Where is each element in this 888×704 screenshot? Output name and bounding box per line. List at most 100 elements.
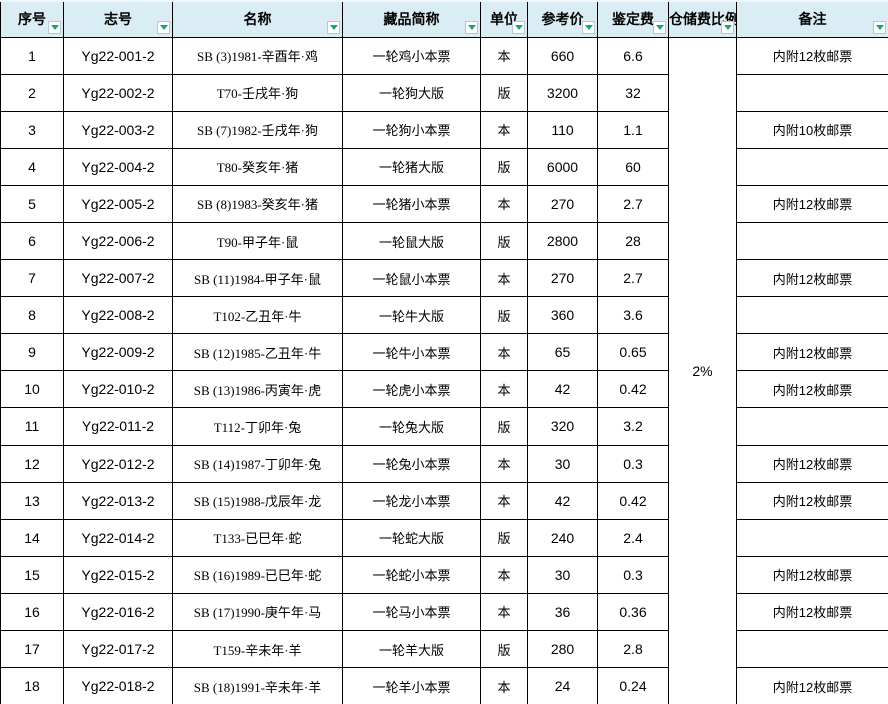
cell-unit[interactable]: 本 [480,110,528,149]
cell-price[interactable]: 30 [527,444,598,483]
cell-short-name[interactable]: 一轮虎小本票 [342,370,481,409]
cell-unit[interactable]: 版 [480,221,528,261]
cell-name[interactable]: T112-丁卯年·兔 [172,407,343,446]
cell-unit[interactable]: 本 [480,333,528,372]
cell-unit[interactable]: 本 [480,667,528,704]
cell-price[interactable]: 280 [527,629,598,669]
cell-short-name[interactable]: 一轮猪大版 [342,147,481,186]
cell-unit[interactable]: 本 [480,36,528,75]
cell-code[interactable]: Yg22-002-2 [63,73,173,112]
cell-short-name[interactable]: 一轮龙小本票 [342,481,481,520]
cell-no[interactable]: 3 [0,110,64,149]
cell-fee[interactable]: 0.3 [597,555,669,594]
cell-code[interactable]: Yg22-005-2 [63,184,173,223]
cell-price[interactable]: 360 [527,296,598,335]
cell-unit[interactable]: 版 [480,407,528,446]
cell-code[interactable]: Yg22-013-2 [63,481,173,520]
cell-price[interactable]: 65 [527,333,598,372]
cell-fee[interactable]: 0.3 [597,444,669,483]
cell-name[interactable]: SB (15)1988-戊辰年·龙 [172,481,343,520]
header-storage-fee[interactable]: 仓储费比例 [668,0,737,38]
cell-no[interactable]: 14 [0,518,64,557]
cell-name[interactable]: T80-癸亥年·猪 [172,147,343,186]
cell-fee[interactable]: 28 [597,221,669,261]
header-short-name[interactable]: 藏品简称 [342,0,481,38]
cell-price[interactable]: 270 [527,259,598,298]
filter-button-storage-fee[interactable] [721,20,734,34]
cell-no[interactable]: 8 [0,296,64,335]
cell-fee[interactable]: 0.36 [597,592,669,632]
cell-price[interactable]: 660 [527,36,598,75]
cell-short-name[interactable]: 一轮蛇小本票 [342,555,481,594]
cell-price[interactable]: 6000 [527,147,598,186]
cell-short-name[interactable]: 一轮鼠小本票 [342,259,481,298]
cell-name[interactable]: SB (14)1987-丁卯年·兔 [172,444,343,483]
cell-short-name[interactable]: 一轮狗小本票 [342,110,481,149]
filter-button-price[interactable] [582,20,595,34]
filter-button-unit[interactable] [512,20,525,34]
cell-name[interactable]: SB (3)1981-辛酉年·鸡 [172,36,343,75]
cell-name[interactable]: T90-甲子年·鼠 [172,221,343,261]
header-note[interactable]: 备注 [736,0,888,38]
cell-no[interactable]: 15 [0,555,64,594]
cell-note[interactable] [736,296,888,335]
header-price[interactable]: 参考价 [527,0,598,38]
cell-unit[interactable]: 版 [480,518,528,557]
cell-code[interactable]: Yg22-014-2 [63,518,173,557]
cell-unit[interactable]: 本 [480,184,528,223]
cell-fee[interactable]: 3.2 [597,407,669,446]
cell-note[interactable]: 内附12枚邮票 [736,555,888,594]
cell-unit[interactable]: 本 [480,444,528,483]
cell-name[interactable]: T133-已巳年·蛇 [172,518,343,557]
cell-note[interactable] [736,221,888,261]
cell-code[interactable]: Yg22-017-2 [63,629,173,669]
cell-code[interactable]: Yg22-010-2 [63,370,173,409]
cell-fee[interactable]: 1.1 [597,110,669,149]
cell-no[interactable]: 2 [0,73,64,112]
filter-button-name[interactable] [327,20,340,34]
header-fee[interactable]: 鉴定费 [597,0,669,38]
cell-no[interactable]: 10 [0,370,64,409]
cell-name[interactable]: SB (8)1983-癸亥年·猪 [172,184,343,223]
cell-no[interactable]: 1 [0,36,64,75]
cell-no[interactable]: 12 [0,444,64,483]
header-unit[interactable]: 单位 [480,0,528,38]
cell-short-name[interactable]: 一轮牛小本票 [342,333,481,372]
cell-no[interactable]: 13 [0,481,64,520]
cell-price[interactable]: 42 [527,370,598,409]
cell-note[interactable]: 内附12枚邮票 [736,592,888,632]
cell-note[interactable]: 内附12枚邮票 [736,36,888,75]
header-code[interactable]: 志号 [63,0,173,38]
filter-button-note[interactable] [873,20,886,34]
cell-code[interactable]: Yg22-018-2 [63,667,173,704]
cell-fee[interactable]: 2.7 [597,184,669,223]
cell-price[interactable]: 270 [527,184,598,223]
cell-price[interactable]: 2800 [527,221,598,261]
cell-storage-fee-merged[interactable]: 2% [668,36,737,704]
cell-no[interactable]: 17 [0,629,64,669]
cell-fee[interactable]: 32 [597,73,669,112]
filter-button-code[interactable] [157,20,170,34]
cell-price[interactable]: 24 [527,667,598,704]
cell-name[interactable]: T102-乙丑年·牛 [172,296,343,335]
cell-unit[interactable]: 本 [480,370,528,409]
cell-short-name[interactable]: 一轮鼠大版 [342,221,481,261]
cell-note[interactable]: 内附12枚邮票 [736,667,888,704]
cell-no[interactable]: 5 [0,184,64,223]
cell-note[interactable]: 内附12枚邮票 [736,481,888,520]
cell-price[interactable]: 42 [527,481,598,520]
cell-no[interactable]: 16 [0,592,64,632]
cell-short-name[interactable]: 一轮马小本票 [342,592,481,632]
cell-note[interactable]: 内附10枚邮票 [736,110,888,149]
cell-code[interactable]: Yg22-011-2 [63,407,173,446]
cell-no[interactable]: 7 [0,259,64,298]
cell-short-name[interactable]: 一轮鸡小本票 [342,36,481,75]
cell-unit[interactable]: 本 [480,481,528,520]
cell-short-name[interactable]: 一轮羊大版 [342,629,481,669]
cell-code[interactable]: Yg22-003-2 [63,110,173,149]
cell-short-name[interactable]: 一轮蛇大版 [342,518,481,557]
cell-name[interactable]: SB (7)1982-壬戌年·狗 [172,110,343,149]
cell-note[interactable] [736,407,888,446]
cell-price[interactable]: 240 [527,518,598,557]
cell-name[interactable]: SB (12)1985-乙丑年·牛 [172,333,343,372]
